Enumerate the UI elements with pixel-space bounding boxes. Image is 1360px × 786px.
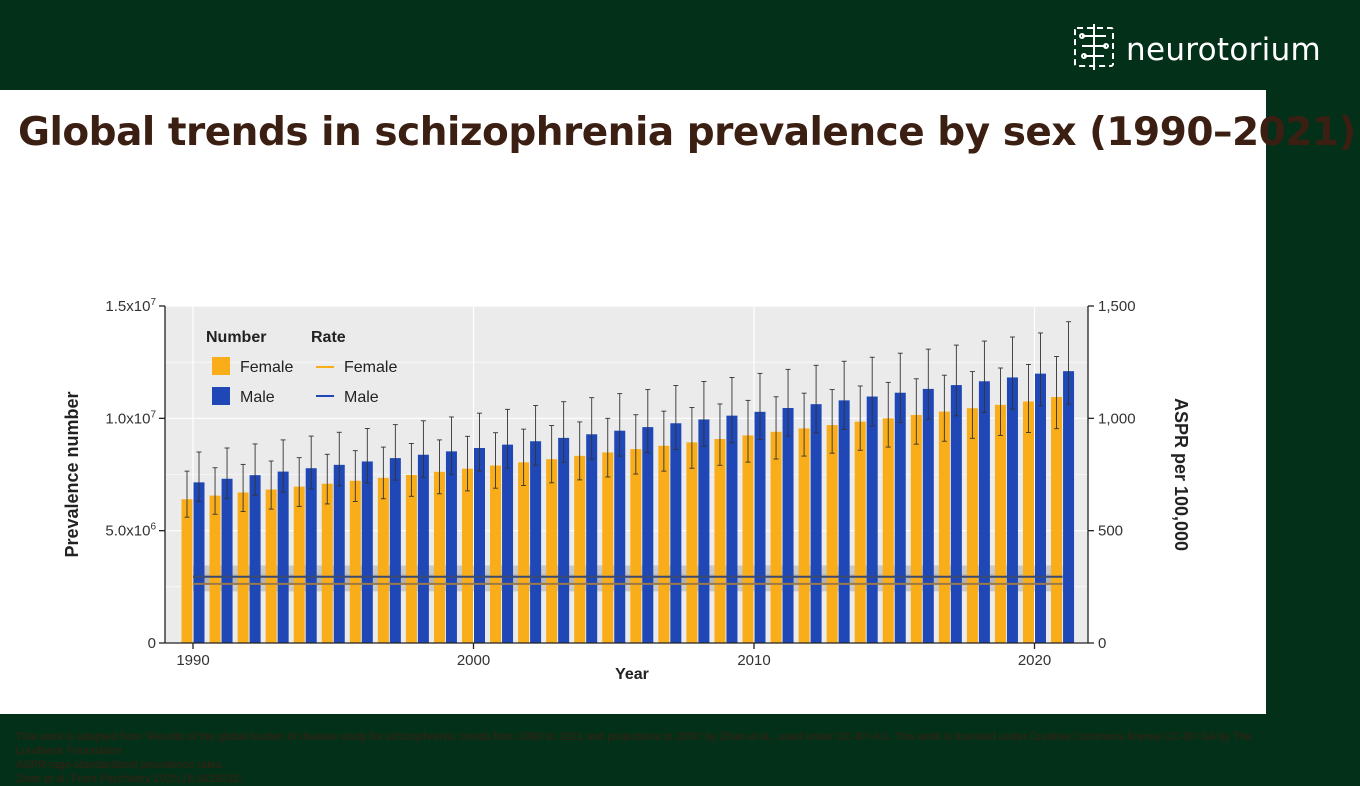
- bar-female-2013: [826, 425, 838, 643]
- legend-swatch-female-number: [212, 357, 230, 375]
- bar-female-1997: [377, 477, 389, 643]
- x-tick-label: 2010: [737, 652, 770, 669]
- bar-female-2006: [630, 449, 642, 643]
- footer-attribution: This work is adapted from ‘Results of th…: [16, 731, 1252, 757]
- bar-female-2011: [770, 431, 782, 643]
- footer-abbreviation: ASPR=age-standardized prevalence rates.: [16, 759, 225, 771]
- bar-female-2003: [546, 459, 558, 643]
- legend-label-male-rate: Male: [344, 389, 379, 406]
- bar-male-2016: [922, 388, 934, 643]
- y2-tick-label: 500: [1098, 523, 1123, 540]
- bar-female-1995: [321, 483, 333, 643]
- bar-male-2002: [530, 441, 542, 643]
- brand-logo[interactable]: neurotorium: [1072, 20, 1321, 79]
- legend-header-number: Number: [206, 329, 266, 346]
- bar-female-1999: [433, 471, 445, 643]
- legend-swatch-male-number: [212, 387, 230, 405]
- bar-male-2012: [810, 404, 822, 643]
- bar-male-2010: [754, 411, 766, 643]
- bar-female-1992: [237, 492, 249, 643]
- bar-female-1996: [349, 480, 361, 643]
- bar-male-2013: [838, 400, 850, 643]
- bar-male-1998: [417, 454, 429, 643]
- bar-male-2011: [782, 407, 794, 643]
- chart-legend: Number Rate Female Male Female Male: [206, 329, 397, 406]
- bar-female-1993: [265, 489, 277, 643]
- bar-male-2003: [558, 437, 570, 643]
- bar-male-1992: [249, 475, 261, 643]
- y2-tick-label: 1,000: [1098, 410, 1136, 427]
- brand-header: neurotorium: [0, 0, 1360, 90]
- bar-male-2007: [670, 423, 682, 643]
- footer-reference: Zhan et al. Front Psychiatry 2025;16:162…: [16, 773, 243, 785]
- y-tick-label: 0: [148, 635, 156, 652]
- brain-circuit-icon: [1072, 20, 1116, 79]
- bar-female-2002: [518, 462, 530, 643]
- bar-female-2015: [882, 418, 894, 643]
- bar-female-2004: [574, 455, 586, 643]
- bar-female-2005: [602, 452, 614, 643]
- bar-male-1999: [445, 451, 457, 643]
- y2-axis-title: ASPR per 100,000: [1171, 398, 1191, 551]
- bar-male-2021: [1063, 371, 1075, 643]
- bar-female-2007: [658, 445, 670, 643]
- bar-female-1990: [181, 499, 193, 643]
- bar-male-2015: [894, 392, 906, 643]
- bar-female-2020: [1023, 401, 1034, 643]
- x-tick-label: 1990: [176, 652, 209, 669]
- y-tick-label: 1.0x107: [105, 409, 156, 427]
- y2-tick-label: 0: [1098, 635, 1106, 652]
- bar-female-2019: [994, 404, 1006, 643]
- bar-female-2010: [742, 435, 754, 643]
- bar-male-1993: [277, 471, 289, 643]
- y2-tick-label: 1,500: [1098, 298, 1136, 315]
- bar-male-1990: [193, 482, 205, 643]
- bar-male-1996: [361, 461, 373, 643]
- bar-male-2017: [950, 385, 962, 643]
- bar-male-1997: [389, 458, 401, 643]
- bar-female-2008: [686, 442, 698, 643]
- bar-female-2009: [714, 439, 726, 643]
- bar-female-2021: [1051, 396, 1063, 643]
- bar-male-1994: [305, 468, 317, 643]
- bar-female-2016: [910, 414, 922, 643]
- bar-male-2019: [1006, 377, 1018, 643]
- bar-female-1994: [293, 486, 305, 643]
- slide-panel: Global trends in schizophrenia prevalenc…: [0, 90, 1356, 785]
- bar-female-1991: [209, 495, 221, 643]
- bar-female-2000: [462, 468, 473, 643]
- bar-male-2008: [698, 419, 710, 643]
- legend-header-rate: Rate: [311, 329, 346, 346]
- y-tick-label: 1.5x107: [105, 297, 156, 315]
- x-axis-title: Year: [615, 666, 649, 683]
- footer-notes: This work is adapted from ‘Results of th…: [16, 730, 1256, 786]
- legend-label-male-number: Male: [240, 389, 275, 406]
- bar-female-1998: [405, 474, 417, 643]
- bar-male-2005: [614, 430, 626, 643]
- y-tick-label: 5.0x106: [105, 522, 156, 540]
- slide-title: Global trends in schizophrenia prevalenc…: [18, 110, 1356, 155]
- bar-male-2018: [978, 381, 990, 643]
- bar-male-2014: [866, 396, 878, 643]
- bar-female-2017: [938, 411, 950, 643]
- bar-female-2014: [854, 421, 866, 643]
- bar-male-2020: [1035, 373, 1046, 643]
- x-tick-label: 2000: [457, 652, 490, 669]
- x-tick-label: 2020: [1018, 652, 1051, 669]
- bar-male-2001: [502, 444, 514, 643]
- bar-male-2000: [474, 447, 485, 643]
- bar-male-2006: [642, 427, 654, 643]
- brand-name: neurotorium: [1126, 31, 1322, 68]
- bar-female-2001: [490, 465, 502, 643]
- bar-female-2012: [798, 428, 810, 643]
- legend-label-female-number: Female: [240, 359, 293, 376]
- bar-male-2009: [726, 415, 738, 643]
- bar-male-1991: [221, 478, 233, 643]
- legend-label-female-rate: Female: [344, 359, 397, 376]
- y-axis-title: Prevalence number: [62, 391, 82, 557]
- bar-male-1995: [333, 464, 345, 643]
- bar-female-2018: [966, 408, 978, 643]
- bar-male-2004: [586, 434, 598, 643]
- prevalence-chart: 0 5.0x106 1.0x107 1.5x107 0 500 1,000 1,500 1990…: [62, 297, 1191, 683]
